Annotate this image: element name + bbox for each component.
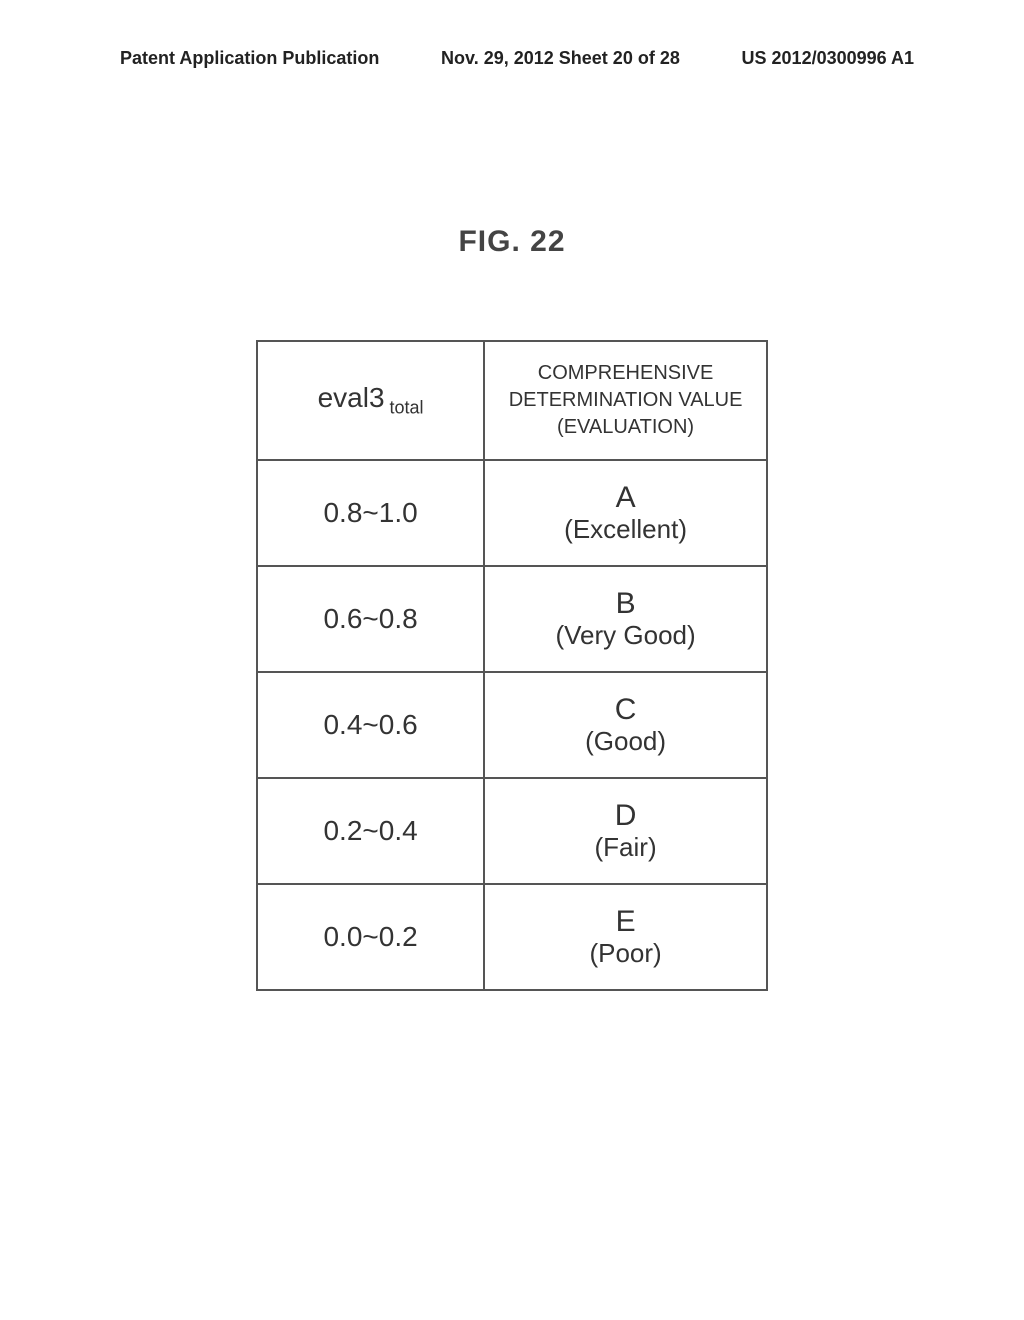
- header-right: US 2012/0300996 A1: [742, 48, 914, 69]
- range-cell: 0.0~0.2: [257, 884, 484, 990]
- header-left: Patent Application Publication: [120, 48, 379, 69]
- table-row: 0.0~0.2 E (Poor): [257, 884, 767, 990]
- grade-label: (Very Good): [555, 620, 695, 650]
- table-row: 0.2~0.4 D (Fair): [257, 778, 767, 884]
- hdr-right-l2: DETERMINATION VALUE: [509, 389, 743, 411]
- grade-cell: B (Very Good): [484, 566, 767, 672]
- evaluation-table-wrap: eval3 total COMPREHENSIVE DETERMINATION …: [256, 340, 768, 991]
- header-eval-sub: total: [385, 398, 424, 418]
- range-cell: 0.4~0.6: [257, 672, 484, 778]
- grade-letter: C: [615, 693, 637, 726]
- grade-label: (Fair): [595, 832, 657, 862]
- grade-cell: C (Good): [484, 672, 767, 778]
- grade-letter: B: [616, 587, 636, 620]
- grade-letter: E: [616, 905, 636, 938]
- grade-letter: A: [616, 481, 636, 514]
- table-row: 0.4~0.6 C (Good): [257, 672, 767, 778]
- grade-cell: A (Excellent): [484, 460, 767, 566]
- figure-label: FIG. 22: [0, 225, 1024, 259]
- table-header-row: eval3 total COMPREHENSIVE DETERMINATION …: [257, 341, 767, 460]
- grade-cell: D (Fair): [484, 778, 767, 884]
- grade-letter: D: [615, 799, 637, 832]
- range-cell: 0.2~0.4: [257, 778, 484, 884]
- grade-label: (Good): [585, 726, 666, 756]
- page-header: Patent Application Publication Nov. 29, …: [0, 48, 1024, 69]
- grade-label: (Poor): [589, 938, 661, 968]
- range-cell: 0.8~1.0: [257, 460, 484, 566]
- hdr-right-l3: (EVALUATION): [557, 416, 694, 438]
- table-row: 0.8~1.0 A (Excellent): [257, 460, 767, 566]
- header-eval-main: eval3: [318, 382, 385, 413]
- grade-label: (Excellent): [564, 514, 687, 544]
- header-center: Nov. 29, 2012 Sheet 20 of 28: [441, 48, 680, 69]
- range-cell: 0.6~0.8: [257, 566, 484, 672]
- header-cell-eval: eval3 total: [257, 341, 484, 460]
- hdr-right-l1: COMPREHENSIVE: [538, 362, 714, 384]
- evaluation-table: eval3 total COMPREHENSIVE DETERMINATION …: [256, 340, 768, 991]
- grade-cell: E (Poor): [484, 884, 767, 990]
- header-cell-determination: COMPREHENSIVE DETERMINATION VALUE (EVALU…: [484, 341, 767, 460]
- table-row: 0.6~0.8 B (Very Good): [257, 566, 767, 672]
